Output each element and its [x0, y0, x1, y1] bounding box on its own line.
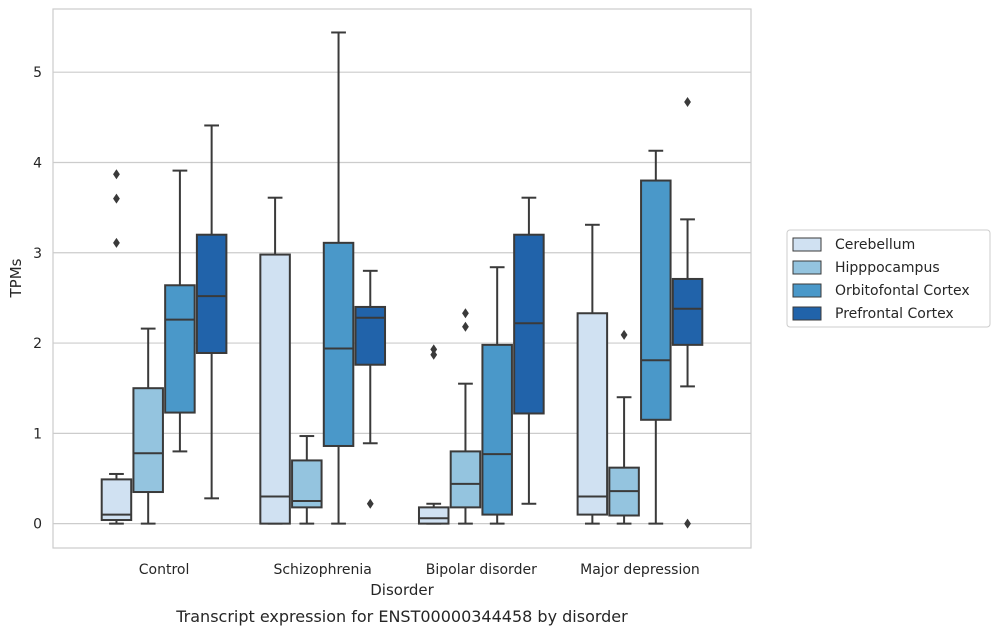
legend-entry-2: Orbitofontal Cortex [792, 283, 970, 299]
box-0-1 [259, 196, 291, 525]
box-iqr [322, 241, 355, 447]
x-tick-label-1: Schizophrenia [273, 562, 371, 578]
box-iqr [100, 478, 133, 522]
legend-label: Cerebellum [835, 237, 915, 253]
box-3-2 [513, 196, 545, 505]
y-tick-label-0: 0 [33, 517, 42, 533]
box-plot-series [100, 31, 704, 529]
legend-entry-1: Hipppocampus [792, 260, 940, 276]
box-1-3 [608, 329, 640, 525]
box-1-0 [132, 327, 164, 525]
box-iqr [640, 179, 672, 421]
box-3-3 [671, 96, 704, 529]
box-1-1 [291, 435, 323, 525]
box-iqr [259, 253, 291, 525]
legend: Cerebellum Hipppocampus Orbitofontal Corte… [786, 229, 991, 328]
outlier-point-0 [462, 321, 469, 332]
box-iqr [354, 305, 387, 366]
y-tick-label-4: 4 [33, 155, 42, 171]
outlier-point-0 [684, 518, 691, 529]
box-iqr [417, 506, 450, 525]
x-tick-label-2: Bipolar disorder [426, 562, 537, 578]
legend-swatch [792, 237, 822, 252]
y-tick-label-3: 3 [33, 246, 42, 262]
legend-label: Prefrontal Cortex [835, 306, 954, 322]
box-2-2 [481, 266, 513, 525]
outlier-point-1 [430, 344, 438, 355]
y-tick-label-5: 5 [33, 65, 42, 81]
outlier-point-1 [113, 193, 120, 204]
box-3-0 [195, 124, 228, 500]
box-2-3 [640, 149, 672, 525]
box-iqr [132, 387, 164, 494]
outlier-point-0 [620, 329, 628, 340]
chart-caption: Transcript expression for ENST0000034445… [175, 607, 628, 626]
box-0-0 [100, 169, 133, 525]
outlier-point-2 [113, 169, 120, 180]
outlier-point-0 [366, 498, 374, 509]
box-iqr [195, 233, 228, 354]
x-tick-label-0: Control [139, 562, 190, 578]
box-0-2 [417, 344, 450, 525]
x-axis-title: Disorder [370, 581, 434, 599]
box-iqr [291, 459, 323, 509]
box-2-1 [322, 31, 355, 525]
legend-frame [786, 229, 991, 328]
legend-label: Hipppocampus [835, 260, 940, 276]
y-tick-label-2: 2 [33, 336, 42, 352]
box-0-3 [576, 223, 609, 525]
outlier-point-1 [684, 96, 691, 107]
y-axis-ticks: 0 1 2 3 4 5 [33, 65, 42, 532]
box-iqr [576, 312, 609, 516]
plot-frame [52, 8, 752, 549]
outlier-point-1 [462, 308, 469, 319]
legend-swatch [792, 260, 822, 275]
legend-entry-3: Prefrontal Cortex [792, 306, 954, 322]
y-tick-label-1: 1 [33, 426, 42, 442]
box-iqr [164, 284, 196, 414]
x-tick-label-3: Major depression [580, 562, 700, 578]
legend-swatch [792, 283, 822, 298]
legend-swatch [792, 306, 822, 321]
box-1-2 [449, 308, 482, 525]
legend-entry-0: Cerebellum [792, 237, 915, 253]
x-axis-ticks: Control Schizophrenia Bipolar disorder Majo… [139, 562, 700, 578]
box-iqr [449, 450, 482, 509]
box-2-0 [164, 169, 196, 453]
box-iqr [481, 343, 513, 516]
outlier-point-0 [430, 349, 438, 360]
outlier-point-0 [113, 237, 120, 248]
legend-label: Orbitofontal Cortex [835, 283, 970, 299]
box-3-1 [354, 269, 387, 509]
box-iqr [671, 277, 704, 346]
y-axis-title: TPMs [7, 258, 25, 298]
